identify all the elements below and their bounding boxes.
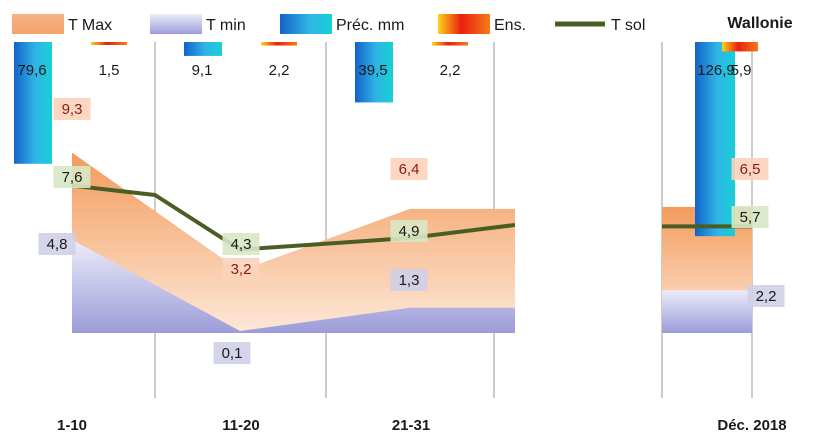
data-label-bg <box>747 285 785 307</box>
precip-label-11-20: 9,1 <box>192 62 213 79</box>
legend-swatch <box>12 14 64 34</box>
data-label: 9,3 <box>62 101 83 118</box>
sunshine-label-11-20: 2,2 <box>269 62 290 79</box>
legend-label: Préc. mm <box>336 17 404 34</box>
data-label-bg <box>53 98 91 120</box>
sunshine-label-1-10: 1,5 <box>99 62 120 79</box>
tmax-label-11-20: 3,2 <box>222 258 260 280</box>
sunshine-label-21-31: 2,2 <box>440 62 461 79</box>
legend-swatch <box>150 14 202 34</box>
data-label-bg <box>38 233 76 255</box>
legend-item: T min <box>150 14 246 34</box>
sunshine-bar <box>722 42 758 52</box>
chart-title: Wallonie <box>727 15 792 32</box>
tsol-label-dec-2018: 5,7 <box>731 206 769 228</box>
category-labels: 1-10 11-20 21-31 Déc. 2018 <box>57 417 787 434</box>
legend-label: T Max <box>68 17 112 34</box>
data-label: 3,2 <box>231 261 252 278</box>
category-label-summary: Déc. 2018 <box>717 417 786 434</box>
precip-bar <box>14 42 52 164</box>
tmax-label-1-10: 9,3 <box>53 98 91 120</box>
legend-item: T sol <box>555 17 645 34</box>
legend-label: Ens. <box>494 17 526 34</box>
data-label: 4,9 <box>399 223 420 240</box>
legend-item: T Max <box>12 14 112 34</box>
category-label: 21-31 <box>392 417 430 434</box>
data-label: 39,5 <box>358 62 387 79</box>
data-label: 2,2 <box>756 288 777 305</box>
tsol-label-11-20: 4,3 <box>222 233 260 255</box>
area-t-min-summary <box>662 290 752 333</box>
legend-swatch <box>280 14 332 34</box>
data-label-bg <box>731 158 769 180</box>
data-label-bg <box>731 206 769 228</box>
precip-bar <box>695 42 735 237</box>
sunshine-label-dec-2018: 5,9 <box>731 62 752 79</box>
data-label: 1,5 <box>99 62 120 79</box>
sunshine-bar <box>432 42 468 46</box>
legend-item: Préc. mm <box>280 14 404 34</box>
legend-label: T min <box>206 17 246 34</box>
data-label-bg <box>390 158 428 180</box>
sunshine-bar <box>261 42 297 46</box>
tmin-label-dec-2018: 2,2 <box>747 285 785 307</box>
data-label-bg <box>53 166 91 188</box>
precip-bar <box>355 42 393 103</box>
tmax-label-dec-2018: 6,5 <box>731 158 769 180</box>
data-label-bg <box>213 342 251 364</box>
data-label: 2,2 <box>440 62 461 79</box>
category-label: 11-20 <box>222 417 260 434</box>
sunshine-bar <box>91 42 127 45</box>
data-label: 1,3 <box>399 272 420 289</box>
data-labels: 79,6 9,1 39,5 126,9 1,5 2,2 2,2 5,9 9,3 3,2 6,4 6,5… <box>17 62 785 364</box>
precip-label-1-10: 79,6 <box>17 62 46 79</box>
tmin-label-11-20: 0,1 <box>213 342 251 364</box>
data-label: 4,3 <box>231 236 252 253</box>
tmax-label-21-31: 6,4 <box>390 158 428 180</box>
data-label-bg <box>222 233 260 255</box>
data-label: 2,2 <box>269 62 290 79</box>
tmin-label-1-10: 4,8 <box>38 233 76 255</box>
legend: T Max T min Préc. mm Ens. T sol <box>12 14 645 34</box>
data-label: 9,1 <box>192 62 213 79</box>
data-label: 126,9 <box>697 62 735 79</box>
category-label: 1-10 <box>57 417 87 434</box>
tsol-label-1-10: 7,6 <box>53 166 91 188</box>
data-label-bg <box>390 269 428 291</box>
data-label-bg <box>222 258 260 280</box>
data-label: 0,1 <box>222 345 243 362</box>
area-t-min <box>72 239 515 333</box>
data-label: 7,6 <box>62 169 83 186</box>
data-label-bg <box>390 220 428 242</box>
tmin-label-21-31: 1,3 <box>390 269 428 291</box>
data-label: 5,7 <box>740 209 761 226</box>
legend-swatch <box>438 14 490 34</box>
precip-label-dec-2018: 126,9 <box>697 62 735 79</box>
data-label: 4,8 <box>47 236 68 253</box>
data-label: 79,6 <box>17 62 46 79</box>
legend-label: T sol <box>611 17 645 34</box>
precip-bar <box>184 42 222 56</box>
bar-layer <box>14 42 758 237</box>
legend-item: Ens. <box>438 14 526 34</box>
data-label: 5,9 <box>731 62 752 79</box>
data-label: 6,5 <box>740 161 761 178</box>
tsol-label-21-31: 4,9 <box>390 220 428 242</box>
precip-label-21-31: 39,5 <box>358 62 387 79</box>
data-label: 6,4 <box>399 161 420 178</box>
